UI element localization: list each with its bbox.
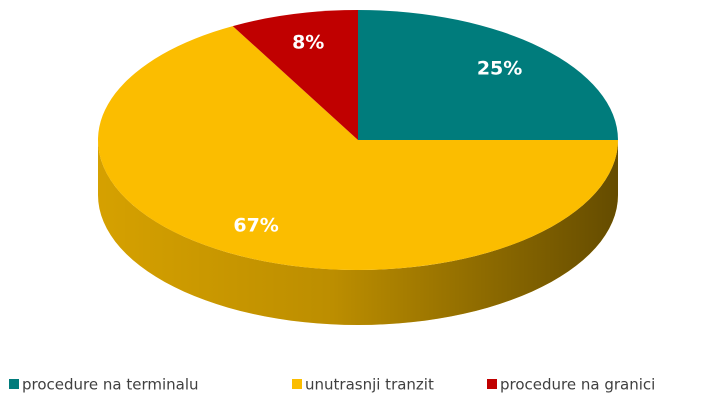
legend-swatch xyxy=(487,379,497,389)
slice xyxy=(232,10,358,140)
legend-swatch xyxy=(292,379,302,389)
legend-label: unutrasnji tranzit xyxy=(305,376,434,394)
legend-swatch xyxy=(9,379,19,389)
legend-label: procedure na granici xyxy=(500,376,655,394)
slice xyxy=(97,26,618,270)
data-label: 8% xyxy=(292,32,324,54)
legend-label: procedure na terminalu xyxy=(22,376,199,394)
data-label: 67% xyxy=(233,215,278,237)
data-label: 25% xyxy=(477,58,522,80)
slice xyxy=(358,10,618,140)
slice-side-shade xyxy=(98,140,618,325)
